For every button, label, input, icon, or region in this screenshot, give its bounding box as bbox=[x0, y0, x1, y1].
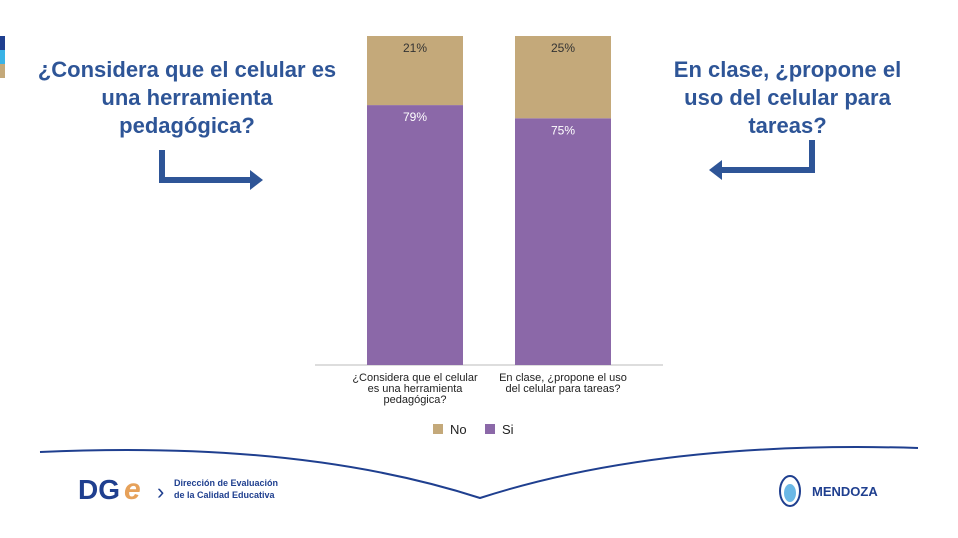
legend-swatch bbox=[433, 424, 443, 434]
emblem bbox=[784, 484, 796, 502]
deco bbox=[0, 64, 5, 78]
org-name: Dirección de Evaluación bbox=[174, 478, 278, 488]
legend-swatch bbox=[485, 424, 495, 434]
value-label: 25% bbox=[551, 41, 575, 55]
arrow bbox=[722, 140, 815, 173]
legend-label: No bbox=[450, 422, 467, 437]
arrow bbox=[159, 150, 250, 183]
value-label: 75% bbox=[551, 123, 575, 137]
x-tick-label: ¿Considera que el celular es una herrami… bbox=[352, 372, 478, 406]
arrow-head bbox=[709, 160, 722, 180]
value-label: 79% bbox=[403, 110, 427, 124]
bar-segment bbox=[367, 105, 463, 365]
logo: DG bbox=[78, 474, 120, 505]
arrow-head bbox=[250, 170, 263, 190]
logo-bracket: › bbox=[157, 479, 164, 504]
x-tick-label: En clase, ¿propone el uso del celular pa… bbox=[499, 372, 627, 395]
emblem bbox=[779, 475, 801, 507]
bar-segment bbox=[515, 118, 611, 365]
value-label: 21% bbox=[403, 41, 427, 55]
logo-accent: e bbox=[124, 473, 141, 506]
deco bbox=[0, 36, 5, 50]
bar-segment bbox=[367, 36, 463, 106]
footer-curve bbox=[39, 446, 919, 500]
org-name: de la Calidad Educativa bbox=[174, 490, 276, 500]
province: MENDOZA bbox=[812, 484, 878, 499]
deco bbox=[0, 50, 5, 64]
right-question: En clase, ¿propone el uso del celular pa… bbox=[673, 57, 902, 138]
legend-label: Si bbox=[502, 422, 514, 437]
left-question: ¿Considera que el celular es una herrami… bbox=[37, 57, 337, 138]
bar-segment bbox=[515, 36, 611, 119]
